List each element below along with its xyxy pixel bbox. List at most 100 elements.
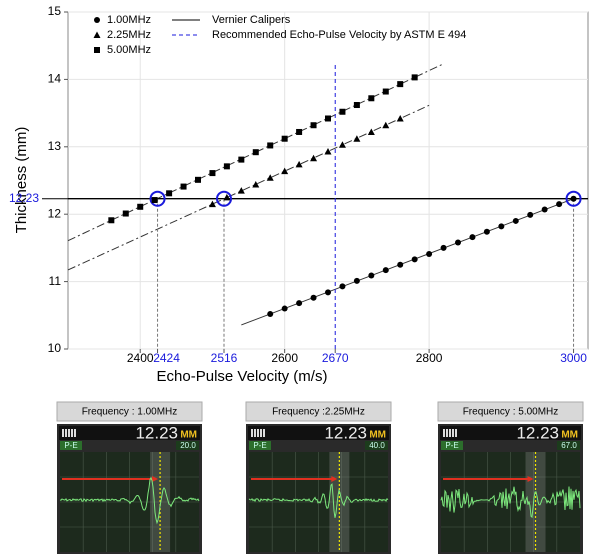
point xyxy=(223,163,230,170)
screen-panel: Frequency : 1.00MHz 12.23 MM P-E 20.0 xyxy=(56,401,203,554)
point xyxy=(296,300,303,307)
point xyxy=(339,108,346,115)
point xyxy=(281,135,288,142)
mode-box xyxy=(60,441,82,450)
point xyxy=(353,277,360,284)
y-tick-label: 11 xyxy=(49,274,62,288)
point xyxy=(108,217,115,224)
point xyxy=(338,141,346,148)
x-highlight-tick-label: 3000 xyxy=(560,351,587,365)
point xyxy=(426,250,433,257)
battery-bar xyxy=(62,429,64,437)
legend-label: 1.00MHz xyxy=(107,14,151,26)
legend-marker xyxy=(94,17,100,23)
point xyxy=(411,74,418,81)
point xyxy=(281,305,288,312)
point xyxy=(440,244,447,251)
y-tick-label: 13 xyxy=(48,139,62,153)
point xyxy=(252,149,259,156)
point xyxy=(570,195,577,202)
battery-bar xyxy=(449,429,451,437)
x-axis-title: Echo-Pulse Velocity (m/s) xyxy=(157,368,328,385)
panel-title: Frequency : 1.00MHz xyxy=(82,407,178,418)
point xyxy=(223,193,231,201)
point xyxy=(137,203,144,210)
y-tick-label: 12 xyxy=(48,206,62,220)
plot-frame xyxy=(67,11,589,350)
point xyxy=(166,190,173,197)
point xyxy=(353,135,361,142)
point xyxy=(237,187,245,194)
reading: 12.23 xyxy=(516,423,559,442)
gate-arrow-head xyxy=(152,476,159,482)
point xyxy=(527,211,534,218)
point xyxy=(310,154,318,162)
point xyxy=(498,223,505,230)
panel-title-bar xyxy=(245,401,392,422)
point xyxy=(310,122,317,129)
point xyxy=(266,174,274,181)
point xyxy=(367,128,375,135)
status-bar xyxy=(440,426,581,440)
unit: MM xyxy=(369,430,386,441)
point xyxy=(382,121,390,129)
battery-bar xyxy=(68,429,70,437)
point xyxy=(368,95,375,102)
point xyxy=(325,115,331,122)
waveform xyxy=(59,476,200,525)
point xyxy=(382,88,389,95)
unit: MM xyxy=(180,430,197,441)
legend-marker xyxy=(94,47,100,53)
point xyxy=(455,239,461,246)
y-axis-title: Thickness (mm) xyxy=(13,127,30,234)
x-tick-label: 2600 xyxy=(271,351,298,365)
point xyxy=(324,148,332,155)
fit-line xyxy=(67,63,444,242)
panel-title-bar xyxy=(437,401,584,422)
point xyxy=(267,142,274,149)
point xyxy=(353,102,360,109)
panel-title: Frequency : 5.00MHz xyxy=(463,407,559,418)
legend-label: 2.25MHz xyxy=(107,29,151,41)
status-bar xyxy=(248,426,389,440)
point xyxy=(512,217,519,224)
battery-bar xyxy=(257,429,259,437)
gain-box xyxy=(557,441,580,450)
point xyxy=(382,267,389,274)
battery-bar xyxy=(251,429,253,437)
panel-title: Frequency :2.25MHz xyxy=(272,407,365,418)
battery-bar xyxy=(446,429,448,437)
point xyxy=(483,228,490,235)
intersection-circle xyxy=(149,190,166,207)
screen-panel: Frequency :2.25MHz 12.23 MM P-E 40.0 xyxy=(245,401,392,554)
y-tick-label: 10 xyxy=(48,341,62,355)
legend-label: Recommended Echo-Pulse Velocity by ASTM … xyxy=(212,29,466,41)
battery-bar xyxy=(74,429,76,437)
point xyxy=(325,289,331,296)
mode: P-E xyxy=(445,441,458,450)
battery-bar xyxy=(254,429,256,437)
point xyxy=(122,210,129,217)
point xyxy=(195,176,201,183)
legend-label: 5.00MHz xyxy=(107,44,151,56)
point xyxy=(339,283,346,290)
fit-line xyxy=(67,104,430,271)
y-tick-label: 14 xyxy=(48,72,62,86)
gain: 67.0 xyxy=(561,441,577,450)
battery-bar xyxy=(452,429,454,437)
status-bar xyxy=(59,426,200,440)
point xyxy=(541,206,548,213)
unit: MM xyxy=(561,430,578,441)
point xyxy=(151,197,158,204)
battery-bar xyxy=(443,429,445,437)
y-highlight-tick-label: 12.23 xyxy=(9,191,39,205)
x-highlight-tick-label: 2516 xyxy=(211,351,238,365)
mode: P-E xyxy=(64,441,77,450)
reading: 12.23 xyxy=(135,423,178,442)
screen-panel: Frequency : 5.00MHz 12.23 MM P-E 67.0 xyxy=(437,401,584,554)
reading: 12.23 xyxy=(324,423,367,442)
point xyxy=(295,160,303,168)
battery-bar xyxy=(263,429,265,437)
